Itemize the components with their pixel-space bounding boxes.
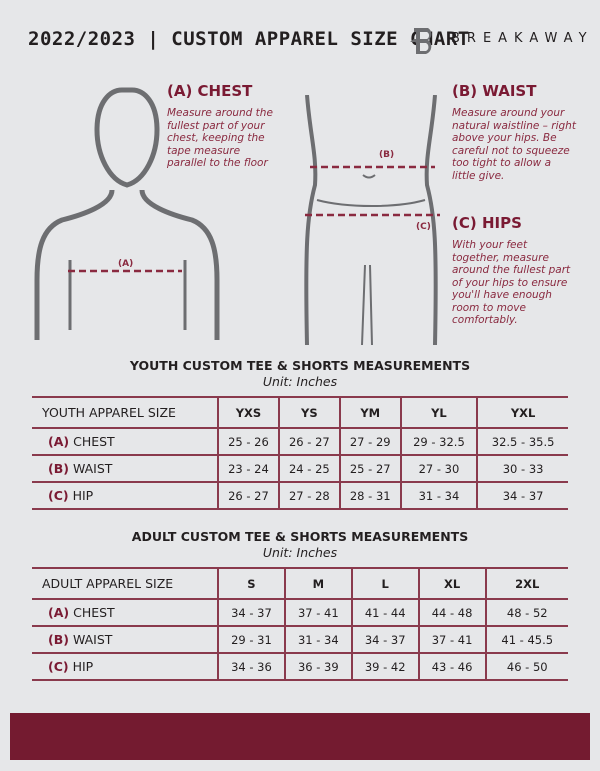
chest-instructions: Measure around the fullest part of your … (167, 107, 273, 169)
chest-figure-illustration: (A) (34, 87, 220, 340)
breakaway-logo-icon (410, 28, 432, 54)
measurement-label: (B) WAIST (32, 454, 218, 483)
measurement-value: 27 - 29 (338, 427, 401, 456)
youth-section-title: YOUTH CUSTOM TEE & SHORTS MEASUREMENTS (129, 358, 471, 373)
measurement-label: (C) HIP (32, 652, 218, 681)
measurement-value: 24 - 25 (277, 454, 340, 483)
measurement-letter: (B) (48, 461, 69, 476)
measurement-name: CHEST (73, 605, 115, 620)
waist-marker: (B) (379, 150, 394, 160)
measurement-value: 43 - 46 (417, 652, 486, 681)
size-label: ADULT APPAREL SIZE (32, 567, 218, 600)
size-header: XL (417, 567, 486, 600)
measurement-value: 30 - 33 (476, 454, 568, 483)
chest-marker: (A) (118, 259, 133, 269)
measurement-value: 34 - 37 (217, 598, 285, 627)
measurement-value: 37 - 41 (417, 625, 486, 654)
hips-instructions: With your feet together, measure around … (452, 239, 571, 326)
size-header: YXS (217, 396, 279, 429)
waist-heading: (B) WAIST (452, 82, 537, 100)
measurement-letter: (A) (48, 605, 70, 620)
table-header-row: YOUTH APPAREL SIZE YXS YS YM YL YXL (32, 396, 568, 429)
size-header: YXL (476, 396, 568, 429)
measurement-value: 46 - 50 (484, 652, 568, 681)
hips-marker: (C) (416, 222, 431, 232)
waist-instructions: Measure around your natural waistline – … (452, 107, 576, 182)
table-row: (A) CHEST 34 - 37 37 - 41 41 - 44 44 - 48 48 … (32, 598, 568, 627)
measurement-value: 44 - 48 (417, 598, 486, 627)
measurement-label: (B) WAIST (32, 625, 218, 654)
measurement-value: 48 - 52 (484, 598, 568, 627)
measurement-value: 41 - 44 (350, 598, 419, 627)
measurement-value: 29 - 31 (217, 625, 285, 654)
measurement-name: HIP (72, 488, 94, 503)
measurement-value: 41 - 45.5 (484, 625, 568, 654)
measurement-value: 25 - 27 (338, 454, 401, 483)
size-header: 2XL (484, 567, 568, 600)
measurement-value: 25 - 26 (217, 427, 279, 456)
measurement-letter: (A) (48, 434, 70, 449)
measurement-value: 36 - 39 (283, 652, 352, 681)
measurement-value: 23 - 24 (217, 454, 279, 483)
table-row: (A) CHEST 25 - 26 26 - 27 27 - 29 29 - 32.5 3… (32, 427, 568, 456)
size-header: YM (338, 396, 401, 429)
table-header-row: ADULT APPAREL SIZE S M L XL 2XL (32, 567, 568, 600)
measurement-letter: (C) (48, 488, 69, 503)
measurement-value: 34 - 36 (217, 652, 285, 681)
measurement-value: 27 - 28 (277, 481, 340, 510)
measurement-value: 26 - 27 (217, 481, 279, 510)
table-row: (B) WAIST 29 - 31 31 - 34 34 - 37 37 - 41 41 … (32, 625, 568, 654)
size-header: M (283, 567, 352, 600)
measurement-name: WAIST (72, 632, 113, 647)
size-header: YL (399, 396, 478, 429)
measurement-value: 26 - 27 (277, 427, 340, 456)
hips-heading: (C) HIPS (452, 214, 522, 232)
measurement-value: 39 - 42 (350, 652, 419, 681)
measurement-value: 28 - 31 (338, 481, 401, 510)
measurement-name: WAIST (72, 461, 113, 476)
adult-unit-label: Unit: Inches (262, 545, 338, 560)
youth-unit-label: Unit: Inches (262, 374, 338, 389)
torso-figure-illustration: (B) (C) (304, 95, 440, 345)
size-header: YS (277, 396, 340, 429)
size-label: YOUTH APPAREL SIZE (32, 396, 218, 429)
measurement-value: 29 - 32.5 (399, 427, 478, 456)
table-row: (C) HIP 26 - 27 27 - 28 28 - 31 31 - 34 34 - … (32, 481, 568, 510)
measurement-label: (A) CHEST (32, 427, 218, 456)
adult-size-table: ADULT APPAREL SIZE S M L XL 2XL (A) CHEST 34 - … (32, 567, 568, 681)
measurement-value: 31 - 34 (283, 625, 352, 654)
adult-section-title: ADULT CUSTOM TEE & SHORTS MEASUREMENTS (131, 529, 469, 544)
measurement-label: (C) HIP (32, 481, 218, 510)
measurement-name: HIP (72, 659, 94, 674)
measurement-value: 27 - 30 (399, 454, 478, 483)
size-header: S (217, 567, 285, 600)
measurement-label: (A) CHEST (32, 598, 218, 627)
measurement-letter: (C) (48, 659, 69, 674)
measurement-name: CHEST (73, 434, 115, 449)
measurement-value: 37 - 41 (283, 598, 352, 627)
footer-bar (10, 713, 590, 760)
page-title: 2022/2023 | CUSTOM APPAREL SIZE CHART (28, 28, 470, 50)
table-row: (C) HIP 34 - 36 36 - 39 39 - 42 43 - 46 46 - … (32, 652, 568, 681)
brand-name: BREAKAWAY (451, 31, 594, 46)
measurement-value: 31 - 34 (399, 481, 478, 510)
measurement-letter: (B) (48, 632, 69, 647)
youth-size-table: YOUTH APPAREL SIZE YXS YS YM YL YXL (A) CHEST 2… (32, 396, 568, 510)
chest-heading: (A) CHEST (167, 82, 253, 100)
measurement-value: 34 - 37 (476, 481, 568, 510)
measurement-value: 34 - 37 (350, 625, 419, 654)
size-header: L (350, 567, 419, 600)
measurement-value: 32.5 - 35.5 (476, 427, 568, 456)
table-row: (B) WAIST 23 - 24 24 - 25 25 - 27 27 - 30 30 … (32, 454, 568, 483)
